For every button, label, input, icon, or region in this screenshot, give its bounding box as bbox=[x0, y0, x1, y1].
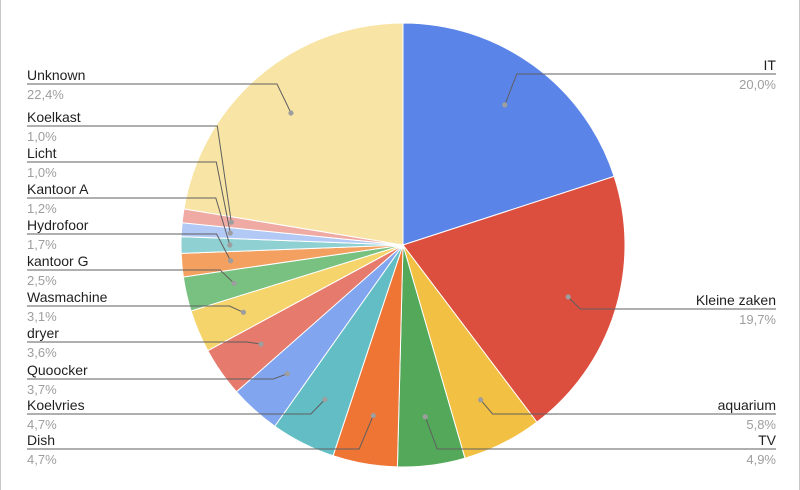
pie-label-percent-3: 4,9% bbox=[746, 452, 776, 467]
pie-leader-line-6 bbox=[27, 373, 288, 380]
pie-leader-line-4 bbox=[27, 415, 374, 450]
pie-label-name-1: Kleine zaken bbox=[696, 292, 776, 308]
pie-label-dot-8 bbox=[240, 309, 247, 315]
pie-label-name-8: Wasmachine bbox=[27, 289, 108, 305]
pie-label-name-14: Unknown bbox=[27, 67, 85, 83]
pie-label-dot-0 bbox=[502, 102, 508, 108]
pie-label-name-6: Quoocker bbox=[27, 362, 88, 378]
pie-leader-line-8 bbox=[27, 305, 244, 313]
pie-label-percent-11: 1,2% bbox=[27, 201, 57, 216]
pie-label-name-7: dryer bbox=[27, 325, 59, 341]
pie-label-name-0: IT bbox=[764, 57, 777, 73]
pie-leader-line-3 bbox=[424, 416, 776, 450]
pie-label-dot-1 bbox=[565, 294, 571, 300]
pie-label-percent-6: 3,7% bbox=[27, 382, 57, 397]
pie-label-percent-10: 1,7% bbox=[27, 237, 57, 252]
pie-label-dot-11 bbox=[227, 242, 233, 248]
pie-leader-line-13 bbox=[27, 125, 232, 223]
pie-slice-14[interactable] bbox=[183, 22, 404, 246]
pie-label-dot-10 bbox=[227, 258, 234, 264]
pie-label-name-11: Kantoor A bbox=[27, 181, 89, 197]
pie-label-percent-0: 20,0% bbox=[739, 77, 776, 92]
pie-leader-line-7 bbox=[27, 341, 262, 345]
pie-slices bbox=[180, 22, 626, 468]
pie-label-name-2: aquarium bbox=[718, 397, 776, 413]
pie-label-percent-8: 3,1% bbox=[27, 309, 57, 324]
pie-leader-line-12 bbox=[27, 161, 231, 234]
pie-label-name-10: Hydrofoor bbox=[27, 217, 89, 233]
pie-label-dot-9 bbox=[231, 280, 237, 286]
pie-label-percent-1: 19,7% bbox=[739, 312, 776, 327]
pie-label-percent-13: 1,0% bbox=[27, 129, 57, 144]
pie-label-dot-6 bbox=[284, 371, 290, 377]
pie-label-name-9: kantoor G bbox=[27, 253, 88, 269]
pie-leader-line-14 bbox=[27, 83, 292, 114]
pie-label-percent-7: 3,6% bbox=[27, 345, 57, 360]
pie-label-dot-12 bbox=[227, 230, 233, 236]
pie-label-percent-2: 5,8% bbox=[746, 417, 776, 432]
pie-label-dot-7 bbox=[258, 341, 264, 347]
pie-label-dot-5 bbox=[322, 396, 328, 403]
pie-leader-line-11 bbox=[27, 197, 231, 246]
pie-leader-line-1 bbox=[567, 296, 776, 310]
pie-label-name-12: Licht bbox=[27, 145, 57, 161]
pie-slice-0[interactable] bbox=[402, 22, 615, 246]
pie-slice-1[interactable] bbox=[402, 175, 626, 423]
pie-leader-line-0 bbox=[504, 73, 776, 106]
pie-label-name-5: Koelvries bbox=[27, 397, 85, 413]
pie-label-name-4: Dish bbox=[27, 432, 55, 448]
pie-label-percent-5: 4,7% bbox=[27, 417, 57, 432]
pie-label-dot-14 bbox=[288, 110, 294, 116]
pie-label-percent-9: 2,5% bbox=[27, 273, 57, 288]
pie-leader-line-5 bbox=[27, 399, 326, 415]
pie-label-percent-14: 22,4% bbox=[27, 87, 64, 102]
pie-label-dot-3 bbox=[422, 414, 428, 420]
pie-labels: IT 20,0% Kleine zaken 19,7% aquarium 5,8%TV 4,… bbox=[27, 57, 777, 467]
pie-label-name-13: Koelkast bbox=[27, 109, 81, 125]
pie-label-dot-4 bbox=[370, 412, 376, 419]
pie-leader-line-2 bbox=[480, 399, 776, 415]
pie-label-name-3: TV bbox=[758, 432, 777, 448]
pie-leader-line-10 bbox=[27, 233, 232, 262]
pie-label-dot-13 bbox=[228, 219, 234, 225]
pie-label-percent-12: 1,0% bbox=[27, 165, 57, 180]
pie-leader-line-9 bbox=[27, 269, 235, 284]
pie-label-dot-2 bbox=[478, 397, 484, 403]
pie-label-percent-4: 4,7% bbox=[27, 452, 57, 467]
